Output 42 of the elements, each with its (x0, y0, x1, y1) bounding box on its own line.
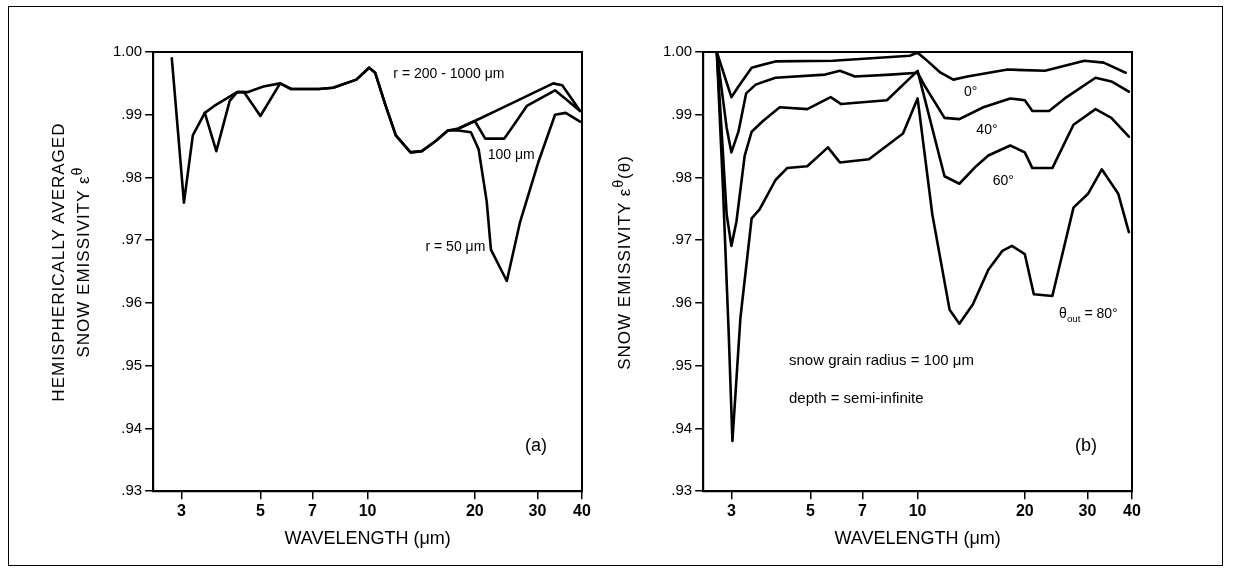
x-tick-label: 30 (1078, 502, 1097, 520)
x-tick-label: 3 (176, 502, 186, 520)
x-tick-label: 5 (805, 502, 815, 520)
y-tick-label: .93 (121, 481, 143, 499)
x-tick-label: 10 (358, 502, 377, 520)
y-tick-label: .95 (671, 355, 693, 373)
annotation: (b) (1075, 435, 1097, 456)
series-label: r = 50 μm (425, 238, 486, 255)
x-tick-label: 7 (857, 502, 867, 520)
x-tick-label: 20 (465, 502, 484, 520)
y-tick-label: .97 (121, 230, 143, 248)
y-tick-label: .98 (671, 167, 693, 185)
y-tick-label: .98 (121, 167, 143, 185)
x-axis-title: WAVELENGTH (μm) (284, 528, 451, 549)
series-label: 100 μm (487, 146, 535, 163)
y-tick-label: .94 (121, 418, 143, 436)
x-tick-label: 7 (307, 502, 317, 520)
y-tick-label: .96 (671, 293, 693, 311)
y-tick-label: .99 (671, 104, 693, 122)
y-tick-label: .94 (671, 418, 693, 436)
y-tick-label: .97 (671, 230, 693, 248)
y-tick-label: 1.00 (662, 42, 693, 60)
y-tick-label: .93 (671, 481, 693, 499)
series-label: 40° (976, 121, 998, 138)
y-tick-label: .95 (121, 355, 143, 373)
x-tick-label: 10 (908, 502, 927, 520)
x-axis-title: WAVELENGTH (μm) (834, 528, 1001, 549)
series-label: 60° (992, 171, 1014, 188)
annotation: depth = semi-infinite (788, 389, 924, 407)
x-tick-label: 20 (1015, 502, 1034, 520)
x-tick-label: 40 (1123, 502, 1141, 520)
annotation: (a) (525, 435, 547, 456)
x-tick-label: 3 (726, 502, 736, 520)
x-tick-label: 40 (573, 502, 591, 520)
x-tick-label: 5 (255, 502, 265, 520)
y-tick-label: 1.00 (112, 42, 143, 60)
series-label: 0° (963, 83, 978, 100)
y-tick-label: .99 (121, 104, 143, 122)
y-tick-label: .96 (121, 293, 143, 311)
annotation: snow grain radius = 100 μm (788, 351, 974, 369)
x-tick-label: 30 (528, 502, 547, 520)
series-label: r = 200 - 1000 μm (393, 64, 505, 81)
